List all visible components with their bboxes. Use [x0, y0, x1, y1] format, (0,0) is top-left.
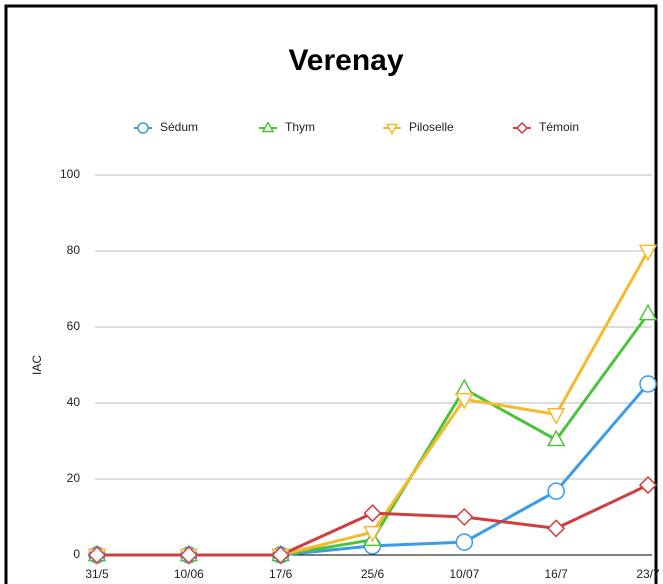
- data-point: [455, 507, 474, 527]
- x-tick-label: 16/7: [544, 567, 568, 581]
- x-tick-label: 17/6: [269, 567, 293, 581]
- legend-label: Piloselle: [409, 120, 454, 134]
- legend-label: Sédum: [160, 120, 198, 134]
- x-tick-label: 10/07: [449, 567, 479, 581]
- y-axis-label: IAC: [30, 355, 44, 375]
- frame: [4, 4, 658, 584]
- legend-label: Thym: [285, 120, 315, 134]
- data-point: [639, 375, 657, 393]
- data-point: [638, 244, 658, 262]
- y-tick-label: 40: [67, 395, 81, 409]
- data-point: [546, 408, 566, 425]
- x-tick-label: 23/7: [636, 567, 660, 581]
- y-tick-label: 0: [73, 547, 80, 561]
- data-point: [547, 482, 565, 500]
- data-point: [455, 392, 474, 410]
- data-point: [638, 476, 658, 495]
- data-point: [87, 545, 107, 565]
- x-tick-label: 31/5: [85, 567, 109, 581]
- legend-marker: [261, 120, 275, 133]
- y-tick-label: 80: [67, 243, 81, 257]
- y-tick-label: 60: [67, 319, 81, 333]
- x-tick-label: 10/06: [174, 567, 204, 581]
- data-point: [271, 545, 290, 565]
- data-point: [546, 429, 566, 447]
- x-tick-label: 25/6: [361, 567, 385, 581]
- chart-title: Verenay: [288, 44, 403, 77]
- legend-marker: [137, 122, 149, 134]
- data-point: [363, 504, 382, 523]
- legend-marker: [515, 121, 529, 135]
- data-point: [455, 533, 474, 551]
- data-point: [638, 303, 658, 321]
- y-tick-label: 20: [67, 471, 81, 485]
- legend-marker: [385, 123, 399, 136]
- y-tick-label: 100: [60, 167, 80, 181]
- data-point: [547, 519, 566, 538]
- data-point: [179, 545, 198, 565]
- data-point: [363, 525, 382, 543]
- legend-label: Témoin: [539, 120, 579, 134]
